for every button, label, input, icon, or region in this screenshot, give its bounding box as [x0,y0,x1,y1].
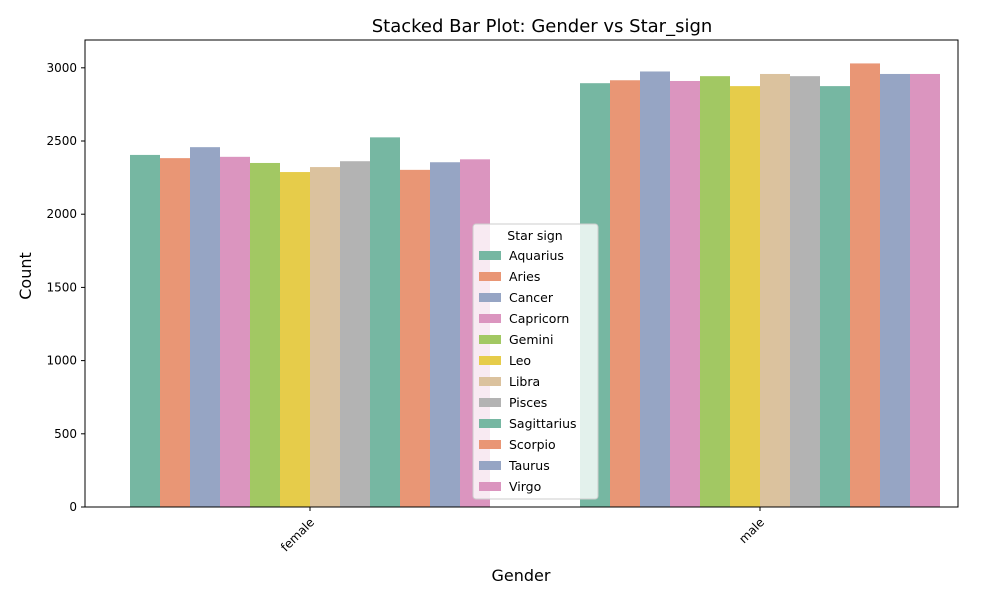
bar-aries-female [160,158,190,507]
legend-label-sagittarius: Sagittarius [509,416,577,431]
y-tick-label: 500 [54,427,77,441]
bar-leo-male [730,86,760,508]
legend-box [472,223,599,500]
legend-label-capricorn: Capricorn [509,311,569,326]
legend: Star sign Aquarius Aries Cancer Capricorn Ge… [472,223,599,500]
legend-swatch-taurus [479,461,501,470]
legend-swatch-pisces [479,398,501,407]
bar-pisces-female [340,161,370,508]
bar-leo-female [280,172,310,507]
bar-capricorn-female [220,156,250,508]
legend-label-pisces: Pisces [509,395,547,410]
legend-label-aries: Aries [509,269,540,284]
legend-swatch-sagittarius [479,419,501,428]
legend-title: Star sign [507,228,562,243]
legend-items: Aquarius Aries Cancer Capricorn Gemini Leo Lib… [479,248,577,494]
legend-label-aquarius: Aquarius [509,248,564,263]
chart-title: Stacked Bar Plot: Gender vs Star_sign [372,16,713,37]
bar-aries-male [610,80,640,508]
bar-pisces-male [790,76,820,508]
legend-swatch-aries [479,272,501,281]
y-tick-label: 1500 [46,280,77,294]
bar-libra-female [310,167,340,507]
legend-swatch-aquarius [479,251,501,260]
bar-cancer-female [190,147,220,507]
legend-label-scorpio: Scorpio [509,437,556,452]
y-tick-label: 2000 [46,207,77,221]
x-tick-label-female: female [278,515,317,554]
legend-label-cancer: Cancer [509,290,554,305]
y-axis-label: Count [16,252,35,300]
legend-label-gemini: Gemini [509,332,553,347]
bar-capricorn-male [670,80,700,507]
bar-scorpio-female [400,169,430,507]
bar-sagittarius-male [820,86,850,508]
bar-virgo-male [910,73,940,508]
x-axis-ticks: female male [278,507,767,554]
y-tick-label: 0 [69,500,77,514]
legend-swatch-leo [479,356,501,365]
legend-swatch-cancer [479,293,501,302]
y-tick-label: 2500 [46,134,77,148]
plot-area-frame [84,39,959,508]
bars-group [130,63,940,508]
bar-libra-male [760,73,790,508]
legend-label-virgo: Virgo [509,479,541,494]
y-tick-label: 3000 [46,61,77,75]
legend-label-leo: Leo [509,353,531,368]
bar-aquarius-female [130,154,160,508]
bar-gemini-female [250,162,280,507]
y-axis-ticks: 0 500 1000 1500 2000 2500 3000 [46,61,85,514]
bar-gemini-male [700,76,730,508]
legend-swatch-virgo [479,482,501,491]
x-axis-label: Gender [492,566,551,585]
legend-label-taurus: Taurus [508,458,550,473]
legend-swatch-gemini [479,335,501,344]
x-tick-label-male: male [736,515,767,546]
bar-cancer-male [640,71,670,508]
bar-scorpio-male [850,63,880,508]
bar-taurus-male [880,73,910,508]
bar-taurus-female [430,162,460,507]
legend-swatch-capricorn [479,314,501,323]
legend-swatch-scorpio [479,440,501,449]
legend-swatch-libra [479,377,501,386]
bar-sagittarius-female [370,137,400,507]
y-tick-label: 1000 [46,354,77,368]
legend-label-libra: Libra [509,374,540,389]
